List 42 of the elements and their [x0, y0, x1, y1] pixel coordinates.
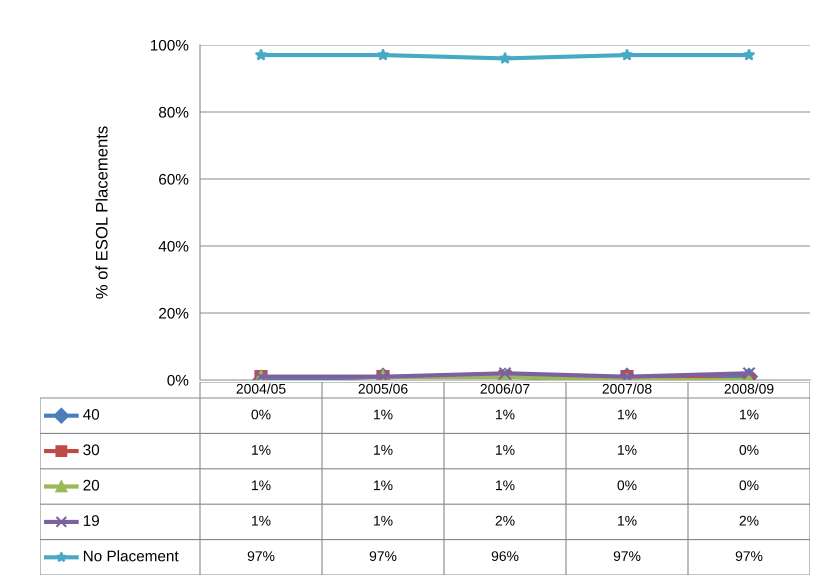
- y-axis-title: % of ESOL Placements: [95, 126, 108, 299]
- data-label: 1%: [252, 480, 271, 490]
- y-tick-label: 40%: [158, 240, 188, 252]
- x-tick-label: 2005/06: [358, 384, 408, 394]
- x-tick-label: 2008/09: [724, 384, 774, 394]
- y-tick-label: 0%: [167, 374, 188, 386]
- data-label: 1%: [374, 516, 393, 526]
- data-label: 1%: [374, 480, 393, 490]
- data-label: 1%: [374, 445, 393, 455]
- data-label: 1%: [374, 410, 393, 420]
- legend-label: 30: [83, 444, 100, 456]
- y-tick-label: 20%: [159, 308, 188, 319]
- data-label: 97%: [370, 551, 396, 562]
- data-label: 1%: [618, 410, 637, 420]
- legend-label: No Placement: [84, 550, 179, 562]
- data-label: 1%: [496, 410, 515, 420]
- data-label: 1%: [618, 516, 637, 526]
- y-tick-label: 60%: [159, 174, 188, 185]
- data-label: 1%: [496, 445, 515, 455]
- data-label: 97%: [614, 551, 640, 562]
- data-label: 0%: [618, 480, 637, 490]
- data-label: 1%: [740, 410, 759, 420]
- data-label: 1%: [496, 480, 515, 490]
- legend-label: 40: [83, 408, 100, 420]
- data-label: 97%: [248, 551, 274, 562]
- data-label: 2%: [740, 516, 759, 526]
- x-tick-label: 2007/08: [602, 384, 652, 394]
- data-label: 96%: [492, 551, 518, 562]
- data-label: 1%: [618, 445, 637, 455]
- data-label: 0%: [252, 410, 271, 420]
- legend-label: 20: [83, 480, 100, 491]
- y-tick-label: 80%: [158, 106, 188, 118]
- data-label: 0%: [740, 444, 759, 455]
- data-label: 1%: [252, 516, 271, 526]
- data-label: 2%: [496, 516, 515, 526]
- data-label: 0%: [740, 480, 759, 490]
- data-label: 1%: [252, 445, 271, 455]
- x-tick-label: 2006/07: [480, 384, 530, 394]
- data-label: 97%: [736, 551, 762, 562]
- legend-label: 19: [84, 515, 99, 526]
- x-tick-label: 2004/05: [236, 384, 286, 394]
- y-tick-label: 100%: [150, 40, 188, 51]
